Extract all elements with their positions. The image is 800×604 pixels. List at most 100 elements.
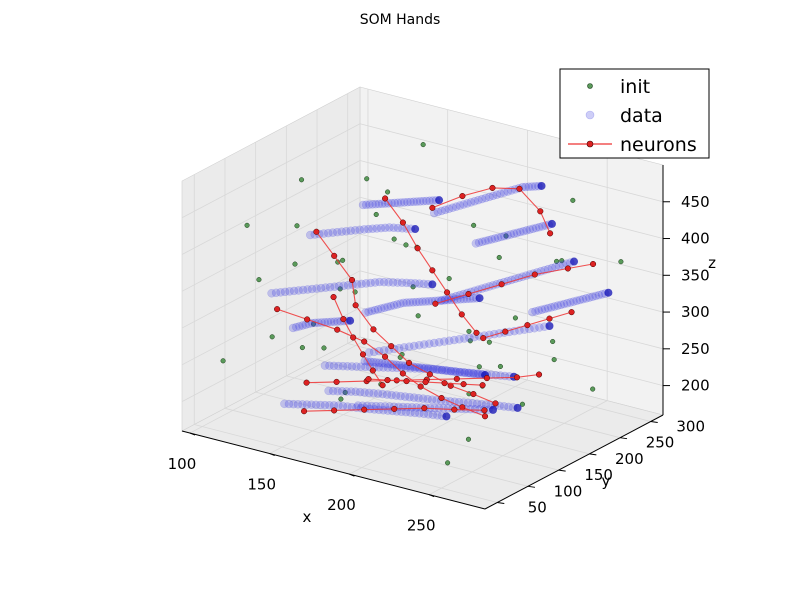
z-tick-label: 250	[681, 340, 710, 358]
neuron-point	[564, 265, 571, 272]
data-point	[411, 297, 421, 307]
data-point	[412, 197, 422, 206]
neuron-point	[388, 343, 395, 350]
x-tick-label: 150	[247, 476, 276, 494]
data-point	[477, 399, 486, 409]
data-point	[553, 301, 562, 310]
data-point	[449, 367, 458, 376]
axes: 1001502002505010015020025030020025030035…	[168, 165, 710, 535]
y-tick-label: 150	[584, 466, 613, 484]
data-point	[409, 197, 419, 207]
legend-entry-data: data	[585, 105, 663, 127]
data-point	[376, 402, 385, 411]
data-point	[433, 365, 442, 374]
data-point	[384, 278, 393, 287]
data-point	[463, 368, 473, 378]
y-tick	[558, 469, 566, 472]
grid-z-side	[181, 160, 361, 255]
data-point	[393, 223, 403, 233]
init-point	[471, 222, 477, 228]
data-point	[393, 278, 402, 287]
data-point	[463, 398, 473, 408]
neuron-point	[359, 351, 367, 358]
data-point	[321, 283, 330, 292]
data-point	[307, 284, 317, 294]
data-point	[522, 226, 531, 235]
data-point	[459, 200, 468, 209]
data-point	[288, 323, 298, 333]
data-point	[469, 369, 478, 378]
data-point	[367, 306, 377, 316]
neuron-point	[370, 326, 377, 333]
data-point	[291, 322, 301, 332]
data-point	[414, 393, 423, 403]
data-point	[418, 297, 427, 306]
data-point	[325, 401, 334, 410]
data-point	[390, 198, 399, 208]
neuron-link	[432, 187, 551, 234]
neuron-point	[414, 245, 421, 252]
data-point	[477, 194, 487, 204]
init-point	[590, 386, 596, 392]
data-point	[377, 199, 387, 209]
data-point	[452, 202, 461, 211]
init-point	[256, 277, 262, 283]
grid-y-floor	[316, 359, 621, 439]
init-point	[519, 401, 526, 407]
data-point	[424, 297, 434, 306]
data-point	[311, 400, 321, 410]
data-point	[415, 197, 425, 206]
neuron-point	[502, 328, 509, 335]
data-point	[415, 409, 424, 418]
data-point	[591, 291, 600, 301]
data-point	[324, 228, 333, 238]
data-point	[401, 363, 411, 373]
data-point	[408, 298, 418, 307]
data-point	[387, 390, 396, 400]
grid-z-back	[359, 233, 664, 313]
data-point	[294, 286, 303, 295]
data-point	[496, 232, 506, 242]
neuron-point	[481, 407, 488, 414]
data-point	[375, 277, 384, 287]
legend-marker-init	[587, 83, 593, 89]
data-point	[481, 236, 490, 246]
data-point	[377, 358, 387, 368]
neuron-point	[438, 394, 445, 402]
neuron-point	[524, 322, 531, 329]
data-point	[569, 297, 578, 306]
data-point	[460, 368, 470, 377]
init-point	[391, 236, 397, 242]
data-point	[524, 182, 534, 192]
z-tick-label: 400	[681, 230, 710, 248]
data-point	[470, 196, 479, 206]
data-point	[446, 366, 455, 376]
data-point	[481, 193, 490, 203]
data-point	[421, 297, 430, 306]
grid-x-floor	[349, 379, 528, 475]
data-point	[423, 394, 432, 404]
grid-z-side	[181, 270, 361, 366]
data-point	[359, 225, 369, 234]
data-point	[372, 224, 382, 233]
data-point	[472, 399, 482, 408]
neuron-point	[568, 309, 575, 316]
data-point	[307, 400, 316, 409]
data-point	[487, 235, 496, 244]
x-axis-label: x	[303, 508, 312, 526]
data-point	[463, 199, 472, 208]
neuron-point	[432, 300, 439, 307]
grid-z-side	[181, 233, 361, 329]
neuron-point	[417, 383, 424, 390]
data-point	[540, 304, 550, 314]
init-point	[373, 211, 379, 218]
neuron-point	[492, 400, 499, 407]
data-point	[496, 189, 505, 198]
data-point	[419, 196, 428, 206]
x-tick-label: 100	[168, 455, 197, 473]
data-point	[406, 278, 416, 288]
data-point	[428, 364, 438, 374]
data-point	[491, 370, 501, 380]
neuron-point	[589, 260, 597, 268]
